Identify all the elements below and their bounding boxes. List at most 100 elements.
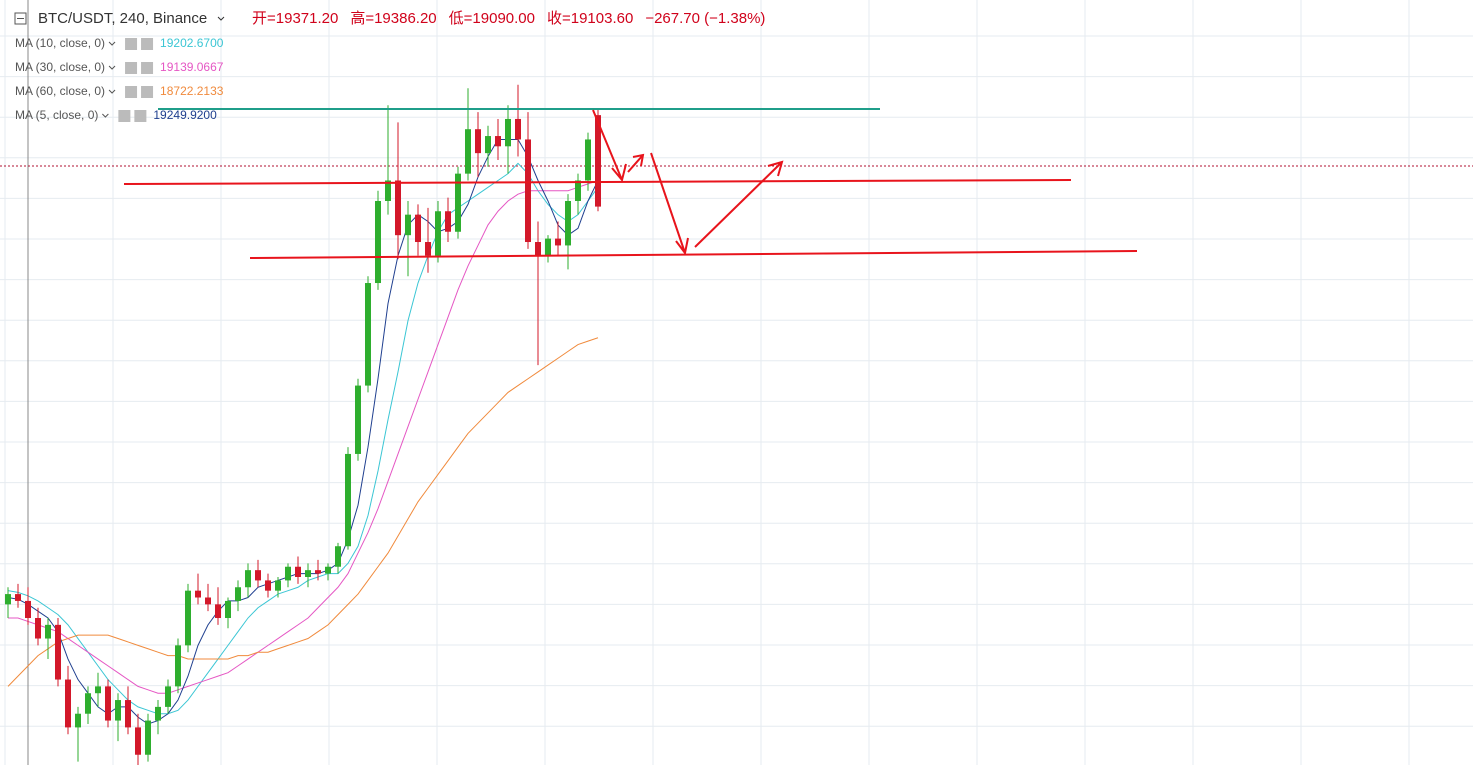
candle-body <box>395 180 401 236</box>
candle-body <box>495 136 501 147</box>
candle-body <box>15 594 21 601</box>
candle-body <box>505 118 511 147</box>
header: BTC/USDT, 240, Binance <box>14 10 225 27</box>
candle-body <box>285 566 291 581</box>
ma-line <box>7 337 599 687</box>
candle-body <box>235 587 241 601</box>
header-value: 收=19103.60 <box>547 10 633 27</box>
candle-body <box>455 173 461 232</box>
candle-body <box>175 645 181 687</box>
chevron <box>108 41 116 46</box>
symbol[interactable]: BTC/USDT, 240, Binance <box>38 10 207 27</box>
trend-line <box>123 179 1072 185</box>
arrow <box>650 152 689 256</box>
arrow <box>627 153 645 173</box>
candle-body <box>575 180 581 201</box>
candle-body <box>345 453 351 547</box>
candle-body <box>185 590 191 646</box>
candle-body <box>145 720 151 755</box>
candle-body <box>585 139 591 181</box>
chevron <box>217 16 225 21</box>
candle-body <box>515 118 521 140</box>
chevron <box>108 65 116 70</box>
candle-body <box>375 200 381 284</box>
candle-body <box>255 570 261 581</box>
candle-body <box>415 214 421 243</box>
close-icon[interactable] <box>141 62 154 74</box>
candle-body <box>115 700 121 721</box>
candle-body <box>535 242 541 256</box>
candle-body <box>425 242 431 256</box>
ma-name: MA (10, close, 0) <box>15 36 105 50</box>
candle-body <box>85 693 91 714</box>
candle-body <box>315 570 321 574</box>
candle-body <box>5 594 11 605</box>
candle-body <box>135 727 141 755</box>
close-icon[interactable] <box>141 38 154 50</box>
ma-name: MA (5, close, 0) <box>15 108 98 122</box>
candle-body <box>45 624 51 639</box>
close-icon[interactable] <box>134 110 147 122</box>
drawings <box>123 108 1138 259</box>
ma-name: MA (60, close, 0) <box>15 84 105 98</box>
plot <box>5 84 601 765</box>
candle-body <box>225 600 231 619</box>
ma-value: 19139.0667 <box>160 60 224 74</box>
header-value: −267.70 (−1.38%) <box>645 10 765 27</box>
ma-value: 19202.6700 <box>160 36 224 50</box>
candle-body <box>25 600 31 619</box>
candle-body <box>55 624 61 680</box>
trend-line <box>249 250 1138 259</box>
candle-body <box>35 618 41 639</box>
candle-body <box>75 713 81 728</box>
candle-body <box>385 180 391 201</box>
candle-body <box>405 214 411 236</box>
ma-line <box>7 162 599 715</box>
candle-body <box>105 686 111 721</box>
candle-body <box>435 211 441 256</box>
candle-body <box>475 129 481 154</box>
header-value: 低=19090.00 <box>449 10 535 27</box>
candle-body <box>65 679 71 728</box>
candle-body <box>555 238 561 246</box>
arrow <box>592 109 627 183</box>
candle-body <box>245 570 251 588</box>
candle-body <box>525 139 531 243</box>
chevron <box>108 89 116 94</box>
collapse-icon[interactable] <box>14 12 27 25</box>
candle-body <box>275 580 281 591</box>
eye-icon[interactable] <box>125 86 138 98</box>
candle-body <box>545 238 551 256</box>
eye-icon[interactable] <box>125 38 138 50</box>
candle-body <box>335 546 341 567</box>
close-icon[interactable] <box>141 86 154 98</box>
candle-body <box>595 115 601 207</box>
candle-body <box>155 706 161 721</box>
ma-name: MA (30, close, 0) <box>15 60 105 74</box>
ma-line <box>8 180 599 694</box>
header-value: 开=19371.20 <box>252 10 338 27</box>
chevron <box>102 113 109 118</box>
candle-body <box>305 570 311 577</box>
candle-body <box>565 200 571 246</box>
arrow <box>694 160 784 248</box>
candle-body <box>365 283 371 386</box>
candle-body <box>195 590 201 598</box>
candle-body <box>295 566 301 577</box>
candle-body <box>95 686 101 694</box>
candle-body <box>265 580 271 591</box>
candle-body <box>215 604 221 619</box>
header-value: 高=19386.20 <box>350 10 436 27</box>
ma-value: 19249.9200 <box>153 108 217 122</box>
eye-icon[interactable] <box>118 110 131 122</box>
ma-value: 18722.2133 <box>160 84 224 98</box>
legend: MA (10, close, 0) 19202.6700 MA (30, close… <box>15 36 224 122</box>
candle-body <box>205 597 211 605</box>
candle-body <box>485 136 491 154</box>
eye-icon[interactable] <box>125 62 138 74</box>
candle-body <box>355 385 361 454</box>
candle-body <box>325 566 331 574</box>
